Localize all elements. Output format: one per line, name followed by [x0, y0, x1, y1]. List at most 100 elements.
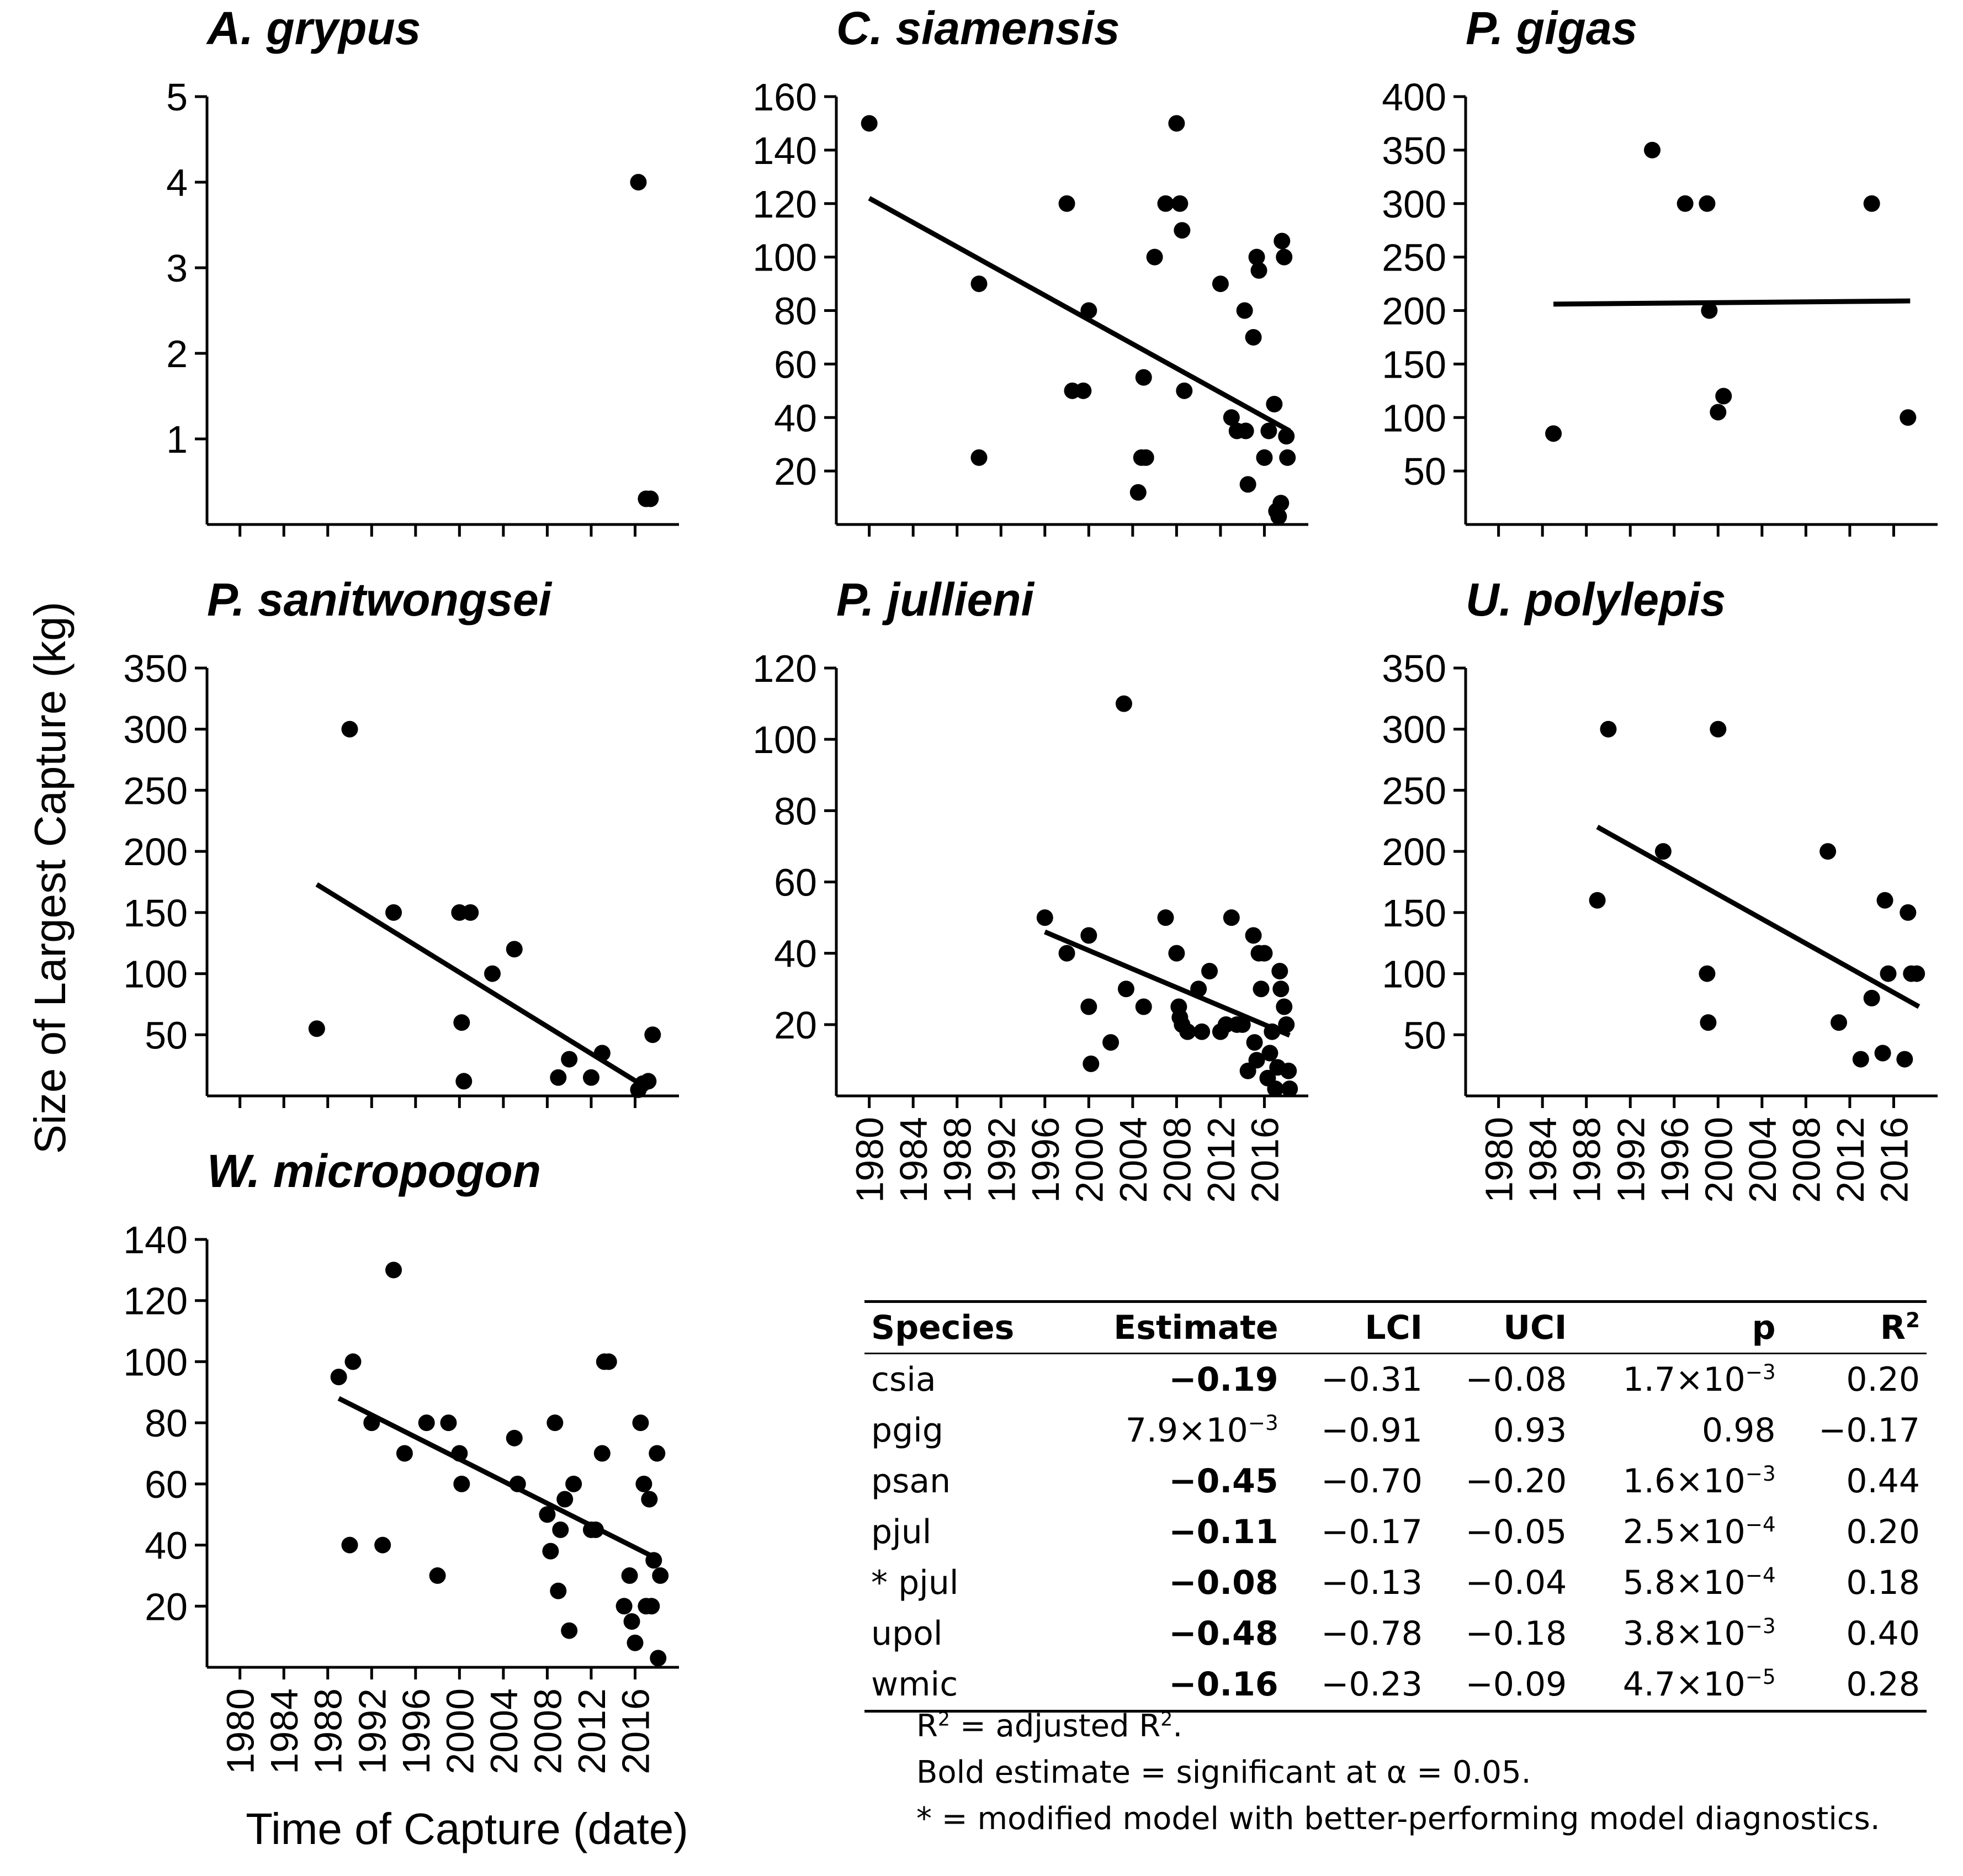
r2-value: −0.17	[1818, 1411, 1920, 1450]
estimate-value: 7.9×10	[1125, 1411, 1248, 1450]
cell-r2: 0.20	[1782, 1507, 1927, 1557]
data-point	[1058, 945, 1075, 962]
regression-line	[337, 1396, 662, 1563]
data-point	[1276, 248, 1293, 266]
table-body: csia −0.19 −0.31 −0.08 1.7×10−3 0.20 pgig 7.9×1…	[864, 1354, 1927, 1711]
data-point	[632, 1414, 649, 1432]
regression-line	[868, 196, 1291, 433]
y-tick-label: 250	[1382, 236, 1446, 279]
p-exponent: −5	[1745, 1665, 1776, 1689]
cell-uci: −0.08	[1429, 1354, 1573, 1406]
panel-title: W. micropogon	[207, 1145, 541, 1197]
data-point	[1157, 909, 1174, 926]
y-tick-label: 350	[1382, 647, 1446, 690]
y-tick-label: 350	[123, 647, 188, 690]
y-tick-label: 5	[166, 76, 188, 119]
data-point	[593, 1045, 611, 1062]
cell-p: 4.7×10−5	[1573, 1659, 1782, 1711]
data-point	[1157, 195, 1174, 212]
panel-title: P. gigas	[1466, 2, 1637, 54]
data-point	[1080, 998, 1097, 1015]
y-tick-label: 50	[145, 1014, 188, 1057]
regression-line	[1553, 298, 1911, 307]
data-point	[1135, 998, 1152, 1015]
x-tick-label: 2008	[1785, 1117, 1828, 1203]
data-point	[1710, 720, 1727, 738]
data-point	[616, 1598, 633, 1615]
header-p: p	[1573, 1301, 1782, 1354]
cell-species: csia	[864, 1354, 1061, 1406]
y-tick-label: 40	[774, 396, 817, 439]
panel-group: A. grypus 1 2 3 4 5 C. siamensis 20 40 60 80 100 120…	[123, 2, 1938, 1774]
data-point	[587, 1521, 604, 1538]
x-tick-label: 2012	[570, 1688, 613, 1774]
data-point	[1179, 1023, 1196, 1040]
cell-p: 1.7×10−3	[1573, 1354, 1782, 1406]
lci-value: −0.70	[1321, 1462, 1423, 1501]
data-point	[1279, 449, 1296, 466]
y-tick-label: 200	[123, 830, 188, 873]
data-point	[1271, 962, 1288, 979]
data-point	[1600, 720, 1617, 738]
x-tick-label: 2008	[1155, 1117, 1198, 1203]
header-r2-base: R	[1880, 1308, 1906, 1347]
x-tick-label: 1984	[263, 1688, 306, 1774]
cell-p: 2.5×10−4	[1573, 1507, 1782, 1557]
data-point	[641, 1491, 658, 1508]
y-tick-label: 3	[166, 247, 188, 290]
data-point	[374, 1536, 391, 1554]
data-point	[344, 1353, 362, 1370]
species-code: pgig	[871, 1411, 943, 1450]
data-point	[1874, 1045, 1891, 1062]
x-tick-label: 1988	[1566, 1117, 1609, 1203]
x-tick-label: 1984	[1521, 1117, 1564, 1203]
x-tick-label: 2000	[438, 1688, 481, 1774]
header-r2-sup: 2	[1906, 1308, 1920, 1332]
species-code: psan	[871, 1462, 951, 1501]
data-point	[1908, 965, 1925, 982]
data-point	[1900, 409, 1917, 426]
y-tick-label: 100	[1382, 953, 1446, 996]
cell-species: psan	[864, 1456, 1061, 1507]
data-point	[341, 1536, 358, 1554]
cell-r2: −0.17	[1782, 1405, 1927, 1456]
panel-csia: C. siamensis 20 40 60 80 100 120 140 160	[752, 2, 1308, 537]
r2-value: 0.20	[1846, 1360, 1920, 1399]
x-tick-label: 1980	[848, 1117, 892, 1203]
data-point	[1266, 396, 1283, 413]
data-point	[552, 1521, 569, 1538]
p-value: 0.98	[1702, 1411, 1776, 1450]
p-value: 4.7×10	[1622, 1665, 1746, 1704]
cell-estimate: −0.19	[1061, 1354, 1285, 1406]
header-r2: R2	[1782, 1301, 1927, 1354]
x-tick-label: 2004	[482, 1688, 526, 1774]
uci-value: −0.08	[1465, 1360, 1567, 1399]
data-point	[418, 1414, 435, 1432]
data-point	[643, 1598, 660, 1615]
data-point	[642, 490, 659, 507]
table-row: * pjul −0.08 −0.13 −0.04 5.8×10−4 0.18	[864, 1557, 1927, 1608]
y-tick-label: 40	[145, 1524, 188, 1567]
note-r2-sup: 2	[937, 1708, 951, 1731]
data-point	[506, 1429, 523, 1446]
data-point	[385, 904, 402, 921]
data-point	[506, 941, 523, 958]
cell-p: 1.6×10−3	[1573, 1456, 1782, 1507]
y-tick-label: 150	[1382, 343, 1446, 386]
data-point	[1036, 909, 1053, 926]
data-point	[1253, 981, 1270, 998]
y-tick-label: 120	[123, 1280, 188, 1323]
y-tick-label: 200	[1382, 830, 1446, 873]
data-point	[1236, 302, 1253, 319]
data-point	[1168, 115, 1185, 132]
cell-lci: −0.70	[1285, 1456, 1429, 1507]
uci-value: 0.93	[1493, 1411, 1567, 1450]
p-value: 1.6×10	[1622, 1462, 1746, 1501]
data-point	[396, 1445, 413, 1462]
y-tick-label: 200	[1382, 290, 1446, 333]
data-point	[1267, 1080, 1284, 1098]
data-point	[1137, 449, 1154, 466]
r2-value: 0.40	[1846, 1614, 1920, 1653]
data-point	[462, 904, 479, 921]
